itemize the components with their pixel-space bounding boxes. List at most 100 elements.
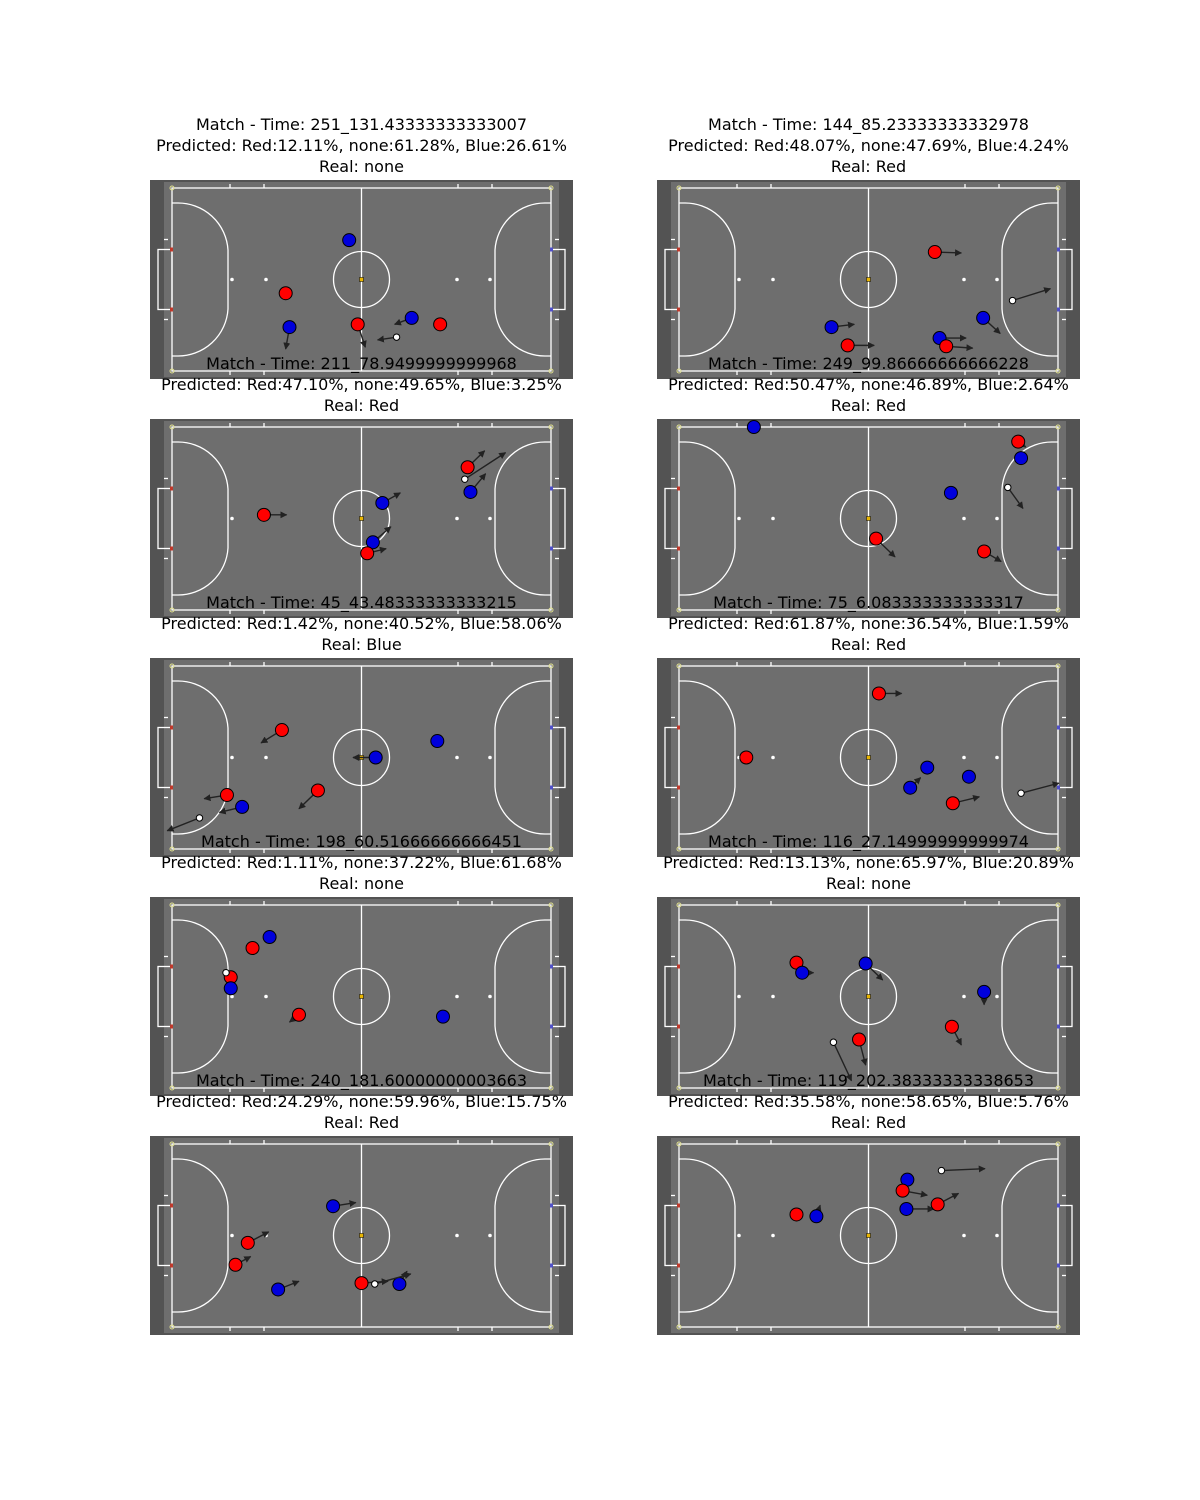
corner-mark — [1055, 1324, 1061, 1330]
pitch-lines — [157, 662, 566, 853]
penalty-spot — [771, 277, 775, 282]
pitch-plot — [150, 658, 573, 857]
goal-post-left — [170, 1263, 173, 1268]
corner-mark — [169, 1085, 175, 1091]
red-player-marker — [350, 317, 365, 332]
penalty-spot — [737, 277, 741, 282]
corner-mark — [676, 424, 682, 430]
penalty-spot — [455, 277, 459, 282]
panel-title-block: Match - Time: 198_60.51666666666451 Predi… — [102, 831, 622, 894]
corner-mark — [548, 1085, 554, 1091]
panel-title-block: Match - Time: 45_43.48333333333215 Predic… — [102, 592, 622, 655]
penalty-spot — [488, 277, 492, 282]
penalty-spot — [995, 994, 999, 999]
goal-post-left — [677, 964, 680, 969]
pitch-plot — [657, 1136, 1080, 1335]
panel-real: Real: Red — [323, 1113, 400, 1132]
panel-title: Match - Time: 251_131.43333333333007 — [195, 115, 528, 134]
panel-title: Match - Time: 116_27.14999999999974 — [708, 832, 1029, 851]
goal-post-right — [1057, 546, 1060, 551]
corner-mark — [548, 1324, 554, 1330]
panel-title: Match - Time: 198_60.51666666666451 — [201, 832, 522, 851]
corner-mark — [548, 607, 554, 613]
corner-mark — [169, 663, 175, 669]
ball-marker — [371, 1280, 379, 1288]
goal-post-left — [677, 247, 680, 252]
ball-velocity-arrow — [941, 1165, 986, 1173]
penalty-spot — [771, 994, 775, 999]
penalty-spot — [962, 277, 966, 282]
panel-title-block: Match - Time: 211_78.9499999999968 Predic… — [102, 353, 622, 416]
panel-predicted: Predicted: Red:47.10%, none:49.65%, Blue… — [161, 375, 562, 394]
corner-mark — [548, 1141, 554, 1147]
red-player-marker — [945, 796, 960, 811]
red-player-marker — [310, 783, 325, 798]
corner-mark — [169, 424, 175, 430]
red-player-marker — [460, 460, 475, 475]
red-player-marker — [228, 1257, 243, 1272]
red-player-marker — [977, 544, 992, 559]
center-spot — [359, 277, 364, 282]
pitch-plot — [657, 419, 1080, 618]
corner-mark — [1055, 607, 1061, 613]
penalty-spot — [771, 755, 775, 760]
blue-player-marker — [375, 495, 390, 510]
red-player-marker — [869, 531, 884, 546]
blue-player-marker — [235, 799, 250, 814]
ball-marker — [461, 475, 469, 483]
corner-mark — [676, 1324, 682, 1330]
pitch-plot — [657, 180, 1080, 379]
center-spot — [359, 516, 364, 521]
pitch-lines — [157, 184, 566, 375]
penalty-spot — [962, 516, 966, 521]
red-player-marker — [944, 1019, 959, 1034]
corner-mark — [169, 368, 175, 374]
panel-title: Match - Time: 144_85.23333333332978 — [708, 115, 1029, 134]
penalty-spot — [995, 516, 999, 521]
corner-mark — [169, 185, 175, 191]
penalty-spot — [455, 755, 459, 760]
corner-mark — [676, 663, 682, 669]
penalty-spot — [771, 1233, 775, 1238]
blue-player-marker — [977, 984, 992, 999]
penalty-spot — [230, 1233, 234, 1238]
penalty-spot — [962, 1233, 966, 1238]
blue-player-marker — [1014, 451, 1029, 466]
corner-mark — [1055, 663, 1061, 669]
corner-mark — [548, 663, 554, 669]
red-player-marker — [291, 1007, 306, 1022]
red-player-marker — [245, 941, 260, 956]
blue-player-marker — [463, 484, 478, 499]
goal-post-left — [170, 725, 173, 730]
blue-player-marker — [943, 485, 958, 500]
corner-mark — [169, 902, 175, 908]
red-player-marker — [789, 1207, 804, 1222]
panel-predicted: Predicted: Red:1.11%, none:37.22%, Blue:… — [161, 853, 562, 872]
goal-post-right — [1057, 725, 1060, 730]
blue-player-marker — [282, 320, 297, 335]
ball-marker — [1004, 483, 1012, 492]
center-spot — [866, 277, 871, 282]
panel-real: Real: Blue — [321, 635, 402, 654]
red-player-marker — [840, 338, 855, 353]
red-player-marker — [219, 788, 234, 803]
panel-title: Match - Time: 75_6.083333333333317 — [713, 593, 1024, 612]
corner-mark — [1055, 902, 1061, 908]
goal-post-left — [677, 1203, 680, 1208]
blue-player-marker — [824, 320, 839, 335]
blue-player-marker — [342, 233, 357, 248]
penalty-spot — [455, 1233, 459, 1238]
blue-player-marker — [262, 930, 277, 945]
panel-title: Match - Time: 240_181.60000000003663 — [195, 1071, 528, 1090]
blue-player-marker — [920, 760, 935, 775]
center-spot — [866, 994, 871, 999]
corner-mark — [676, 607, 682, 613]
corner-mark — [676, 846, 682, 852]
corner-mark — [1055, 1085, 1061, 1091]
blue-player-marker — [746, 420, 761, 434]
panel-predicted: Predicted: Red:1.42%, none:40.52%, Blue:… — [161, 614, 562, 633]
panel-title-block: Match - Time: 240_181.60000000003663 Pred… — [102, 1070, 622, 1133]
goal-post-left — [170, 307, 173, 312]
ball-velocity-arrow — [1020, 781, 1060, 794]
penalty-spot — [962, 994, 966, 999]
